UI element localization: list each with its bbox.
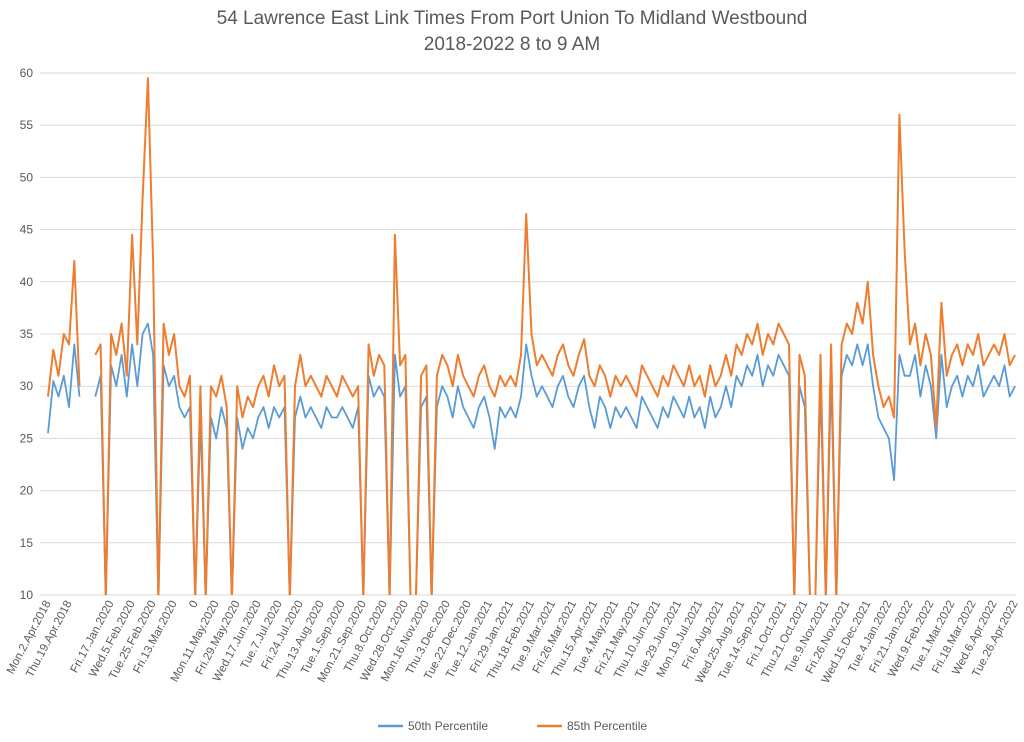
- y-tick-label: 50: [20, 170, 34, 184]
- legend: 50th Percentile 85th Percentile: [378, 719, 647, 733]
- gridlines: [40, 72, 1016, 596]
- y-tick-label: 45: [20, 223, 34, 237]
- y-tick-label: 10: [20, 588, 34, 602]
- series-lines: [47, 77, 1016, 595]
- y-tick-label: 20: [20, 484, 34, 498]
- series-line-50th-percentile: [47, 322, 1016, 595]
- x-axis-ticks: Mon.2.Apr.2018Thu.19.Apr.2018Fri.17.Jan.…: [5, 599, 1021, 686]
- y-axis-ticks: 10 15 20 25 30 35 40 45 50 55 60: [20, 66, 34, 602]
- legend-label-50th: 50th Percentile: [408, 719, 488, 733]
- y-tick-label: 60: [20, 66, 34, 80]
- legend-label-85th: 85th Percentile: [567, 719, 647, 733]
- x-tick-label: 0: [187, 599, 201, 610]
- y-tick-label: 40: [20, 275, 34, 289]
- y-tick-label: 15: [20, 536, 34, 550]
- series-line-85th-percentile: [47, 77, 1016, 595]
- chart-title-line-1: 54 Lawrence East Link Times From Port Un…: [217, 8, 808, 29]
- y-tick-label: 25: [20, 431, 34, 445]
- chart-title-line-2: 2018-2022 8 to 9 AM: [424, 34, 600, 55]
- y-tick-label: 35: [20, 327, 34, 341]
- y-tick-label: 55: [20, 118, 34, 132]
- y-tick-label: 30: [20, 379, 34, 393]
